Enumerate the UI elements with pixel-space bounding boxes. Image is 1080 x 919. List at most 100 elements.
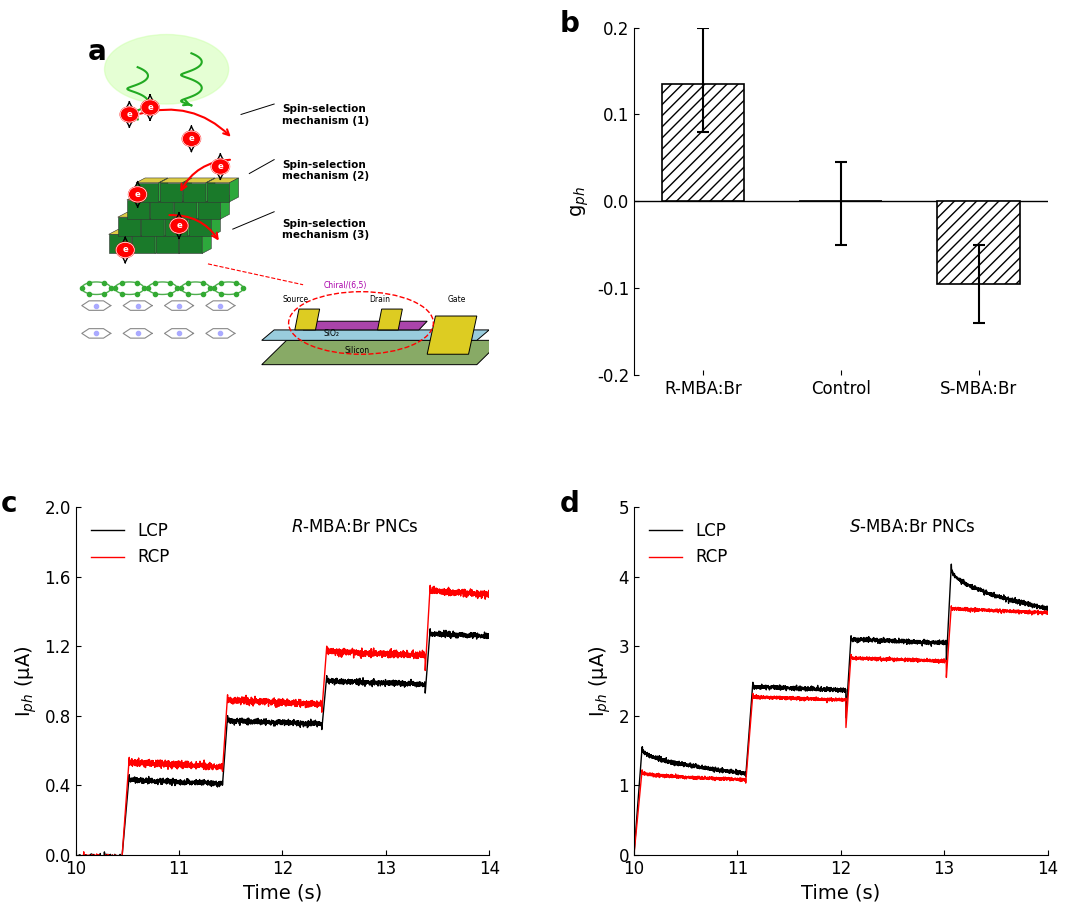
Bar <box>662 84 744 201</box>
RCP <box>699 774 712 785</box>
Polygon shape <box>132 230 164 234</box>
LCP <box>105 857 118 868</box>
RCP <box>117 840 130 851</box>
Text: d: d <box>559 490 579 517</box>
Text: $S$-MBA:Br PNCs: $S$-MBA:Br PNCs <box>849 517 976 536</box>
Polygon shape <box>184 178 215 183</box>
LCP <box>475 630 488 641</box>
Polygon shape <box>109 230 140 234</box>
Polygon shape <box>174 195 206 200</box>
Polygon shape <box>118 212 150 217</box>
Text: Chiral/(6,5): Chiral/(6,5) <box>324 281 367 290</box>
Ellipse shape <box>105 35 229 104</box>
Text: e: e <box>126 110 132 119</box>
LCP <box>423 623 436 634</box>
Polygon shape <box>126 200 150 219</box>
Y-axis label: I$_{ph}$ (μA): I$_{ph}$ (μA) <box>588 645 613 717</box>
RCP <box>945 600 958 611</box>
RCP <box>1041 608 1054 619</box>
Polygon shape <box>189 217 212 236</box>
Polygon shape <box>126 195 159 200</box>
Text: e: e <box>135 190 140 199</box>
Line: LCP: LCP <box>634 564 1048 855</box>
LCP <box>627 849 640 860</box>
Polygon shape <box>179 234 202 254</box>
LCP <box>430 627 443 638</box>
Polygon shape <box>184 183 206 202</box>
Polygon shape <box>198 195 229 200</box>
X-axis label: Time (s): Time (s) <box>243 883 322 902</box>
Polygon shape <box>229 178 239 202</box>
Text: Drain: Drain <box>369 295 390 304</box>
LCP <box>117 841 130 852</box>
RCP <box>141 756 154 767</box>
Polygon shape <box>174 200 197 219</box>
RCP <box>228 694 241 705</box>
Polygon shape <box>165 212 197 217</box>
Text: Spin-selection
mechanism (2): Spin-selection mechanism (2) <box>282 160 369 181</box>
Polygon shape <box>197 195 206 219</box>
Polygon shape <box>109 234 132 254</box>
LCP <box>804 684 816 695</box>
Polygon shape <box>141 212 173 217</box>
Polygon shape <box>189 212 220 217</box>
Text: e: e <box>217 162 224 171</box>
RCP <box>430 584 443 596</box>
RCP <box>1034 607 1047 618</box>
Text: Spin-selection
mechanism (1): Spin-selection mechanism (1) <box>282 104 369 126</box>
Polygon shape <box>160 183 183 202</box>
Polygon shape <box>178 230 188 254</box>
LCP <box>988 590 1001 601</box>
Polygon shape <box>136 178 167 183</box>
Polygon shape <box>165 217 188 236</box>
Polygon shape <box>150 195 159 219</box>
X-axis label: Time (s): Time (s) <box>801 883 880 902</box>
Y-axis label: g$_{ph}$: g$_{ph}$ <box>570 186 592 217</box>
Polygon shape <box>132 234 156 254</box>
Legend: LCP, RCP: LCP, RCP <box>84 516 176 573</box>
LCP <box>246 718 259 729</box>
Polygon shape <box>140 212 150 236</box>
RCP <box>84 856 97 867</box>
Polygon shape <box>183 178 191 202</box>
Polygon shape <box>136 183 159 202</box>
Polygon shape <box>150 200 173 219</box>
Polygon shape <box>378 309 403 330</box>
Polygon shape <box>220 195 229 219</box>
LCP <box>69 851 82 862</box>
Polygon shape <box>206 183 229 202</box>
Text: Gate: Gate <box>448 295 467 304</box>
RCP <box>804 693 816 704</box>
RCP <box>246 696 259 707</box>
Polygon shape <box>118 217 140 236</box>
Polygon shape <box>295 309 320 330</box>
Polygon shape <box>159 178 167 202</box>
Polygon shape <box>132 230 140 254</box>
Bar <box>937 201 1020 284</box>
Circle shape <box>183 131 201 146</box>
Text: SiO₂: SiO₂ <box>324 329 340 338</box>
Circle shape <box>129 187 147 202</box>
RCP <box>475 589 488 600</box>
Text: $R$-MBA:Br PNCs: $R$-MBA:Br PNCs <box>291 517 418 536</box>
Text: b: b <box>559 10 579 39</box>
Polygon shape <box>198 200 220 219</box>
Polygon shape <box>202 230 212 254</box>
Polygon shape <box>173 195 183 219</box>
LCP <box>141 776 154 787</box>
LCP <box>228 720 241 731</box>
Polygon shape <box>156 230 164 254</box>
Circle shape <box>120 107 138 122</box>
Circle shape <box>141 100 159 115</box>
Text: e: e <box>147 103 153 112</box>
LCP <box>786 683 799 694</box>
Polygon shape <box>206 178 239 183</box>
Text: e: e <box>122 245 129 255</box>
RCP <box>483 589 496 600</box>
Polygon shape <box>206 178 215 202</box>
LCP <box>675 758 688 769</box>
LCP <box>699 761 712 772</box>
Text: c: c <box>1 490 17 517</box>
RCP <box>675 770 688 781</box>
Text: Spin-selection
mechanism (3): Spin-selection mechanism (3) <box>282 219 369 240</box>
